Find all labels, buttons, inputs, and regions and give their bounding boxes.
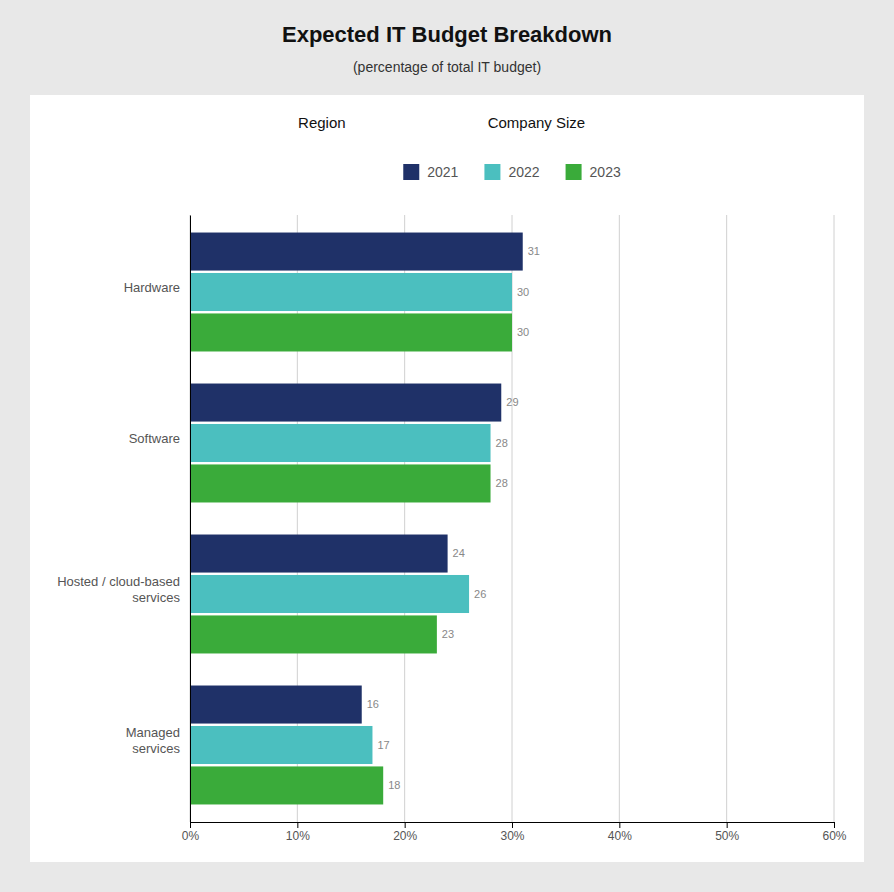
- legend-label: 2022: [508, 164, 539, 180]
- bar: [190, 686, 362, 724]
- data-label: 26: [474, 588, 486, 600]
- bar: [190, 766, 383, 804]
- y-tick-label-line: Hardware: [124, 280, 180, 295]
- data-label: 30: [517, 286, 529, 298]
- y-tick-label-line: Software: [129, 431, 180, 446]
- tab-label: Company Size: [488, 114, 586, 131]
- x-tick: 60%: [822, 822, 846, 843]
- data-label: 28: [496, 477, 508, 489]
- legend: 2021 2022 2023: [403, 164, 621, 180]
- x-tick-mark: [297, 822, 298, 828]
- legend-label: 2021: [427, 164, 458, 180]
- y-tick: Hardware: [124, 280, 190, 295]
- x-tick-mark: [512, 822, 513, 828]
- data-label: 18: [388, 779, 400, 791]
- data-label: 16: [367, 698, 379, 710]
- x-tick-label: 30%: [500, 829, 524, 843]
- legend-swatch: [403, 164, 419, 180]
- y-tick-label: Hardware: [124, 280, 180, 295]
- bar: [190, 313, 512, 351]
- y-tick-label-line: Hosted / cloud-based: [57, 574, 180, 589]
- x-tick-mark: [405, 822, 406, 828]
- chart-svg: Expected IT Budget Breakdown (percentage …: [0, 0, 894, 892]
- panel: [30, 95, 864, 862]
- subtitle: (percentage of total IT budget): [353, 59, 541, 75]
- title: Expected IT Budget Breakdown: [282, 22, 612, 47]
- data-label: 23: [442, 628, 454, 640]
- x-tick-label: 0%: [182, 829, 200, 843]
- bar: [190, 384, 501, 422]
- data-label: 31: [528, 245, 540, 257]
- x-tick-mark: [619, 822, 620, 828]
- x-tick-label: 50%: [715, 829, 739, 843]
- legend-item: 2022: [484, 164, 539, 180]
- x-tick-mark: [727, 822, 728, 828]
- x-axis: 0% 10% 20% 30% 40% 50% 60%: [182, 822, 847, 843]
- bars: [190, 233, 523, 805]
- y-axis: HardwareSoftwareHosted / cloud-basedserv…: [57, 216, 190, 823]
- x-tick: 50%: [715, 822, 739, 843]
- data-label: 24: [453, 547, 465, 559]
- bar: [190, 615, 437, 653]
- y-axis-line: [190, 216, 191, 823]
- legend-swatch: [566, 164, 582, 180]
- bar: [190, 464, 491, 502]
- y-tick: Hosted / cloud-basedservices: [57, 574, 190, 605]
- x-tick-mark: [190, 822, 191, 828]
- legend-label: 2023: [590, 164, 621, 180]
- data-label: 29: [506, 396, 518, 408]
- x-tick-label: 60%: [822, 829, 846, 843]
- y-tick-label: Hosted / cloud-basedservices: [57, 574, 180, 605]
- x-tick: 30%: [500, 822, 524, 843]
- x-tick-label: 20%: [393, 829, 417, 843]
- x-tick: 0%: [182, 822, 200, 843]
- data-label: 17: [377, 739, 389, 751]
- x-tick-label: 40%: [608, 829, 632, 843]
- y-tick-label-line: services: [132, 741, 180, 756]
- legend-item: 2021: [403, 164, 458, 180]
- y-tick-label-line: Managed: [126, 725, 180, 740]
- grid-line: [619, 215, 620, 822]
- bar: [190, 575, 469, 613]
- data-label: 30: [517, 326, 529, 338]
- grid-line: [726, 215, 727, 822]
- x-tick: 20%: [393, 822, 417, 843]
- y-tick-label-line: services: [132, 590, 180, 605]
- bar: [190, 726, 372, 764]
- y-tick: Software: [129, 431, 190, 446]
- grid-line: [190, 215, 191, 822]
- y-tick: Managedservices: [126, 725, 190, 756]
- bar: [190, 273, 512, 311]
- bar: [190, 424, 491, 462]
- x-tick: 40%: [608, 822, 632, 843]
- y-tick-label: Software: [129, 431, 180, 446]
- x-tick-label: 10%: [286, 829, 310, 843]
- data-label: 28: [496, 437, 508, 449]
- x-tick: 10%: [286, 822, 310, 843]
- bar: [190, 233, 523, 271]
- background: [0, 0, 894, 892]
- tab-label: Region: [298, 114, 346, 131]
- data-labels: 31 29 24 16 30 28 26 17 30 28 23 18: [367, 245, 540, 791]
- bar: [190, 535, 448, 573]
- legend-swatch: [484, 164, 500, 180]
- x-tick-mark: [834, 822, 835, 828]
- y-tick-label: Managedservices: [126, 725, 181, 756]
- grid-line: [834, 215, 835, 822]
- legend-item: 2023: [566, 164, 621, 180]
- grid: [190, 215, 834, 822]
